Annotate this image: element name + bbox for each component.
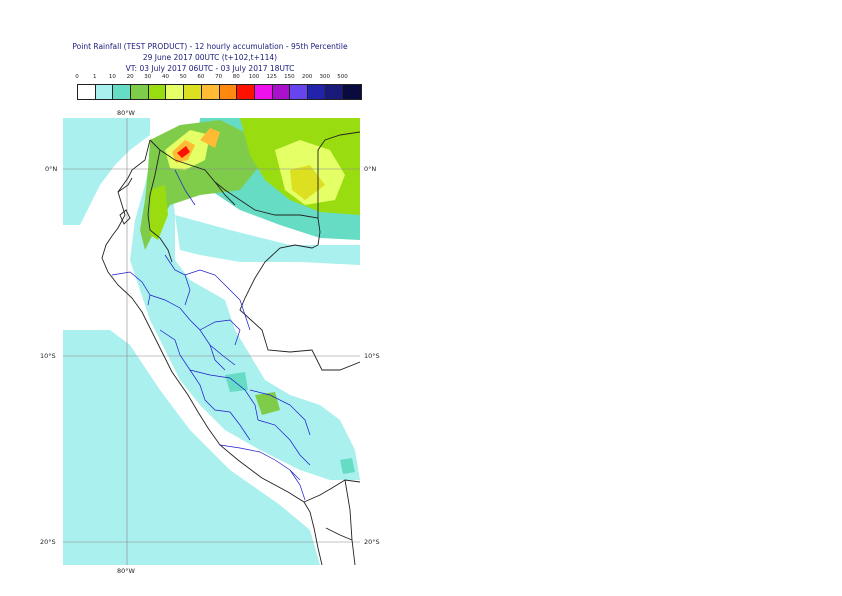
legend-tick-label: 200 (301, 74, 313, 80)
legend-swatch (131, 85, 149, 99)
legend-tick-label: 10 (108, 74, 116, 80)
legend-swatch (290, 85, 308, 99)
legend-tick-label: 50 (179, 74, 187, 80)
legend-tick-label: 70 (215, 74, 223, 80)
legend-tick-label: 1 (92, 74, 97, 80)
legend-swatch (148, 85, 167, 99)
lat-label-right-10: 10°S (364, 352, 380, 360)
map-subtitle-run: 29 June 2017 00UTC (t+102,t+114) (142, 53, 278, 62)
legend-swatch (219, 85, 238, 99)
legend-swatch (237, 85, 255, 99)
legend-tick-label: 80 (232, 74, 240, 80)
lon-label-bottom: 80°W (117, 567, 135, 575)
legend-tick-label: 100 (248, 74, 260, 80)
legend-swatch (113, 85, 132, 99)
legend-swatch (201, 85, 220, 99)
color-legend (77, 84, 362, 100)
map-subtitle-validity: VT: 03 July 2017 06UTC - 03 July 2017 18… (125, 64, 295, 73)
region-borders (111, 169, 311, 501)
legend-swatch (307, 85, 326, 99)
legend-swatch (325, 85, 344, 99)
legend-tick-label: 125 (266, 74, 277, 80)
legend-swatch (166, 85, 185, 99)
legend-tick-label: 30 (144, 74, 152, 80)
lat-label-right-0: 0°N (364, 165, 377, 173)
legend-tick-label: 40 (162, 74, 169, 80)
legend-swatch (95, 85, 114, 99)
legend-tick-labels: 0 1 10 20 30 40 50 60 70 80 100 125 150 200 300 500 (0, 74, 842, 84)
legend-tick-label: 300 (319, 74, 331, 80)
lon-label-top: 80°W (117, 109, 135, 117)
legend-tick-label: 60 (197, 74, 205, 80)
country-borders (101, 131, 360, 565)
lat-label-left-20: 20°S (40, 538, 56, 546)
legend-swatch (78, 85, 96, 99)
legend-tick-label: 20 (126, 74, 134, 80)
map-title: Point Rainfall (TEST PRODUCT) - 12 hourl… (72, 42, 348, 51)
legend-swatch (184, 85, 202, 99)
rainfall-field (63, 118, 360, 565)
graticule (63, 118, 360, 565)
legend-tick-label: 150 (284, 74, 295, 80)
lat-label-left-10: 10°S (40, 352, 56, 360)
legend-tick-label: 500 (337, 74, 348, 80)
legend-swatch (343, 85, 361, 99)
legend-swatch (272, 85, 291, 99)
lat-label-left-0: 0°N (45, 165, 58, 173)
lat-label-right-20: 20°S (364, 538, 380, 546)
legend-tick-label: 0 (75, 74, 79, 80)
legend-swatch (254, 85, 273, 99)
